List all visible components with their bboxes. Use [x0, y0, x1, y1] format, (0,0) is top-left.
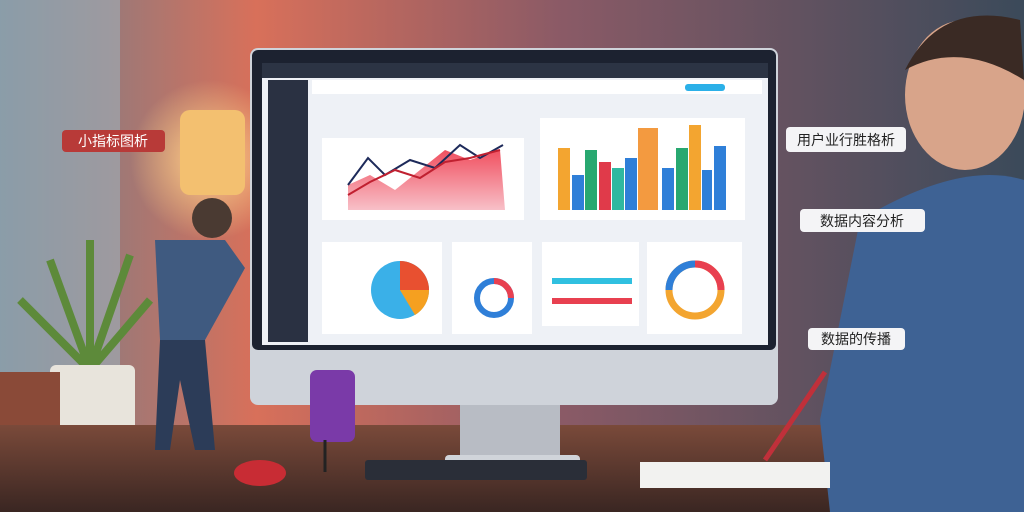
ring-panel: [647, 242, 742, 334]
keyboard: [365, 460, 587, 480]
phone: [310, 370, 355, 442]
progress-panel: [542, 242, 639, 326]
callout-text: 数据内容分析: [820, 213, 904, 230]
lamp: [180, 110, 245, 195]
donut-panel: [452, 242, 532, 334]
person: [640, 15, 1024, 512]
callout-right-bottom: 数据的传播: [808, 328, 905, 350]
callout-left: 小指标图析: [62, 130, 165, 152]
callout-text: 用户业行胜格析: [797, 132, 895, 149]
callout-right-middle: 数据内容分析: [800, 209, 925, 232]
line-chart-panel: [322, 138, 524, 220]
bar-chart-panel: [540, 118, 745, 220]
callout-right-top: 用户业行胜格析: [786, 127, 906, 152]
plant: [17, 240, 154, 435]
callout-text: 数据的传播: [821, 332, 891, 348]
window: [0, 0, 120, 380]
mouse: [234, 460, 286, 486]
figurine: [155, 198, 245, 450]
callout-text: 小指标图析: [78, 134, 148, 150]
pie-panel: [322, 242, 442, 334]
